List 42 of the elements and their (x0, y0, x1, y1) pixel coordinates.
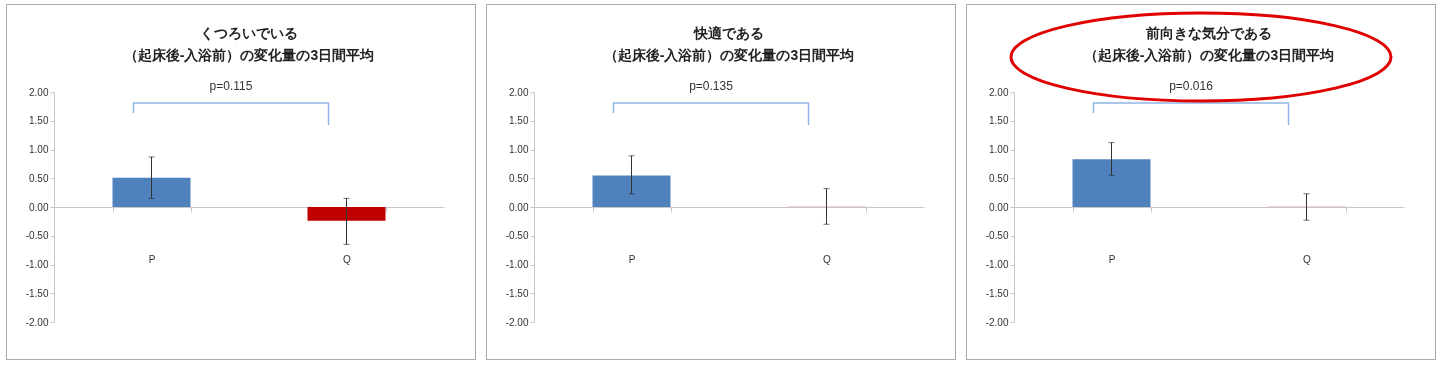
x-tick-label: P (148, 253, 156, 265)
y-tick-label: 1.50 (29, 115, 49, 127)
y-tick-label: 1.50 (989, 115, 1009, 127)
y-tick-label: -2.00 (25, 316, 49, 328)
y-tick-label: 2.00 (29, 86, 49, 98)
y-tick-label: 1.00 (509, 144, 529, 155)
y-tick-label: -0.50 (505, 230, 529, 242)
y-tick-label: 0.00 (509, 201, 529, 213)
y-tick-label: -1.00 (505, 259, 529, 270)
y-tick-label: -1.50 (985, 287, 1009, 299)
y-tick-label: 0.50 (509, 172, 529, 184)
y-tick-label: -0.50 (25, 230, 49, 242)
chart-title: 前向きな気分である (1145, 25, 1272, 41)
y-tick-label: 1.50 (509, 115, 529, 127)
y-tick-label: -1.50 (505, 287, 529, 299)
y-tick-label: 0.50 (989, 172, 1009, 184)
y-tick-label: -1.50 (25, 287, 49, 299)
annotation: p=0.135 (689, 79, 734, 93)
y-tick-label: 0.00 (29, 201, 49, 213)
y-tick-label: -2.00 (985, 316, 1009, 328)
x-tick-label: Q (1303, 253, 1312, 265)
chart-subtitle: （起床後-入浴前）の変化量の3日間平均 (603, 47, 855, 63)
x-tick-label: Q (823, 253, 832, 265)
y-tick-label: -0.50 (985, 230, 1009, 242)
y-tick-label: 0.00 (989, 201, 1009, 213)
y-tick-label: -1.00 (985, 259, 1009, 270)
x-tick-label: P (628, 253, 636, 265)
y-tick-label: -2.00 (505, 316, 529, 328)
y-tick-label: 1.00 (989, 144, 1009, 155)
y-tick-label: -1.00 (25, 259, 49, 270)
chart-title: くつろいでいる (200, 25, 298, 41)
y-tick-label: 0.50 (29, 172, 49, 184)
chart-title: 快適である (693, 25, 764, 41)
y-tick-label: 2.00 (509, 86, 529, 98)
chart-subtitle: （起床後-入浴前）の変化量の3日間平均 (123, 47, 375, 63)
y-tick-label: 1.00 (29, 144, 49, 155)
annotation: p=0.115 (209, 79, 253, 93)
x-tick-label: Q (343, 253, 352, 265)
chart-subtitle: （起床後-入浴前）の変化量の3日間平均 (1083, 47, 1335, 63)
y-tick-label: 2.00 (989, 86, 1009, 98)
annotation: p=0.016 (1169, 79, 1214, 93)
x-tick-label: P (1108, 253, 1116, 265)
